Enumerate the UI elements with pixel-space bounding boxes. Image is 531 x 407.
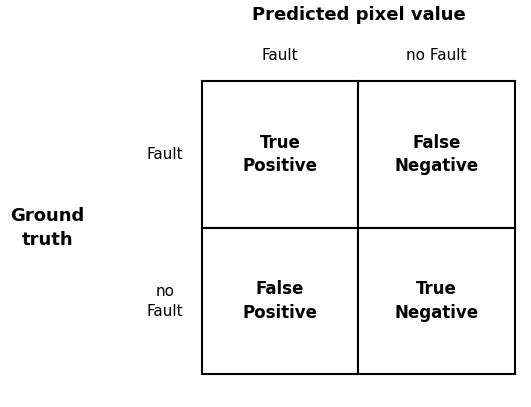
- Text: no
Fault: no Fault: [147, 284, 183, 319]
- Text: no Fault: no Fault: [407, 48, 467, 63]
- Text: Fault: Fault: [262, 48, 298, 63]
- Bar: [358, 81, 515, 228]
- Text: Ground
truth: Ground truth: [11, 207, 85, 249]
- Text: True
Negative: True Negative: [395, 280, 479, 322]
- Text: Predicted pixel value: Predicted pixel value: [252, 7, 465, 24]
- Text: False
Negative: False Negative: [395, 134, 479, 175]
- Bar: [202, 228, 358, 374]
- Text: Fault: Fault: [147, 147, 183, 162]
- Bar: [202, 81, 358, 228]
- Bar: [358, 228, 515, 374]
- Text: True
Positive: True Positive: [243, 134, 318, 175]
- Text: False
Positive: False Positive: [243, 280, 318, 322]
